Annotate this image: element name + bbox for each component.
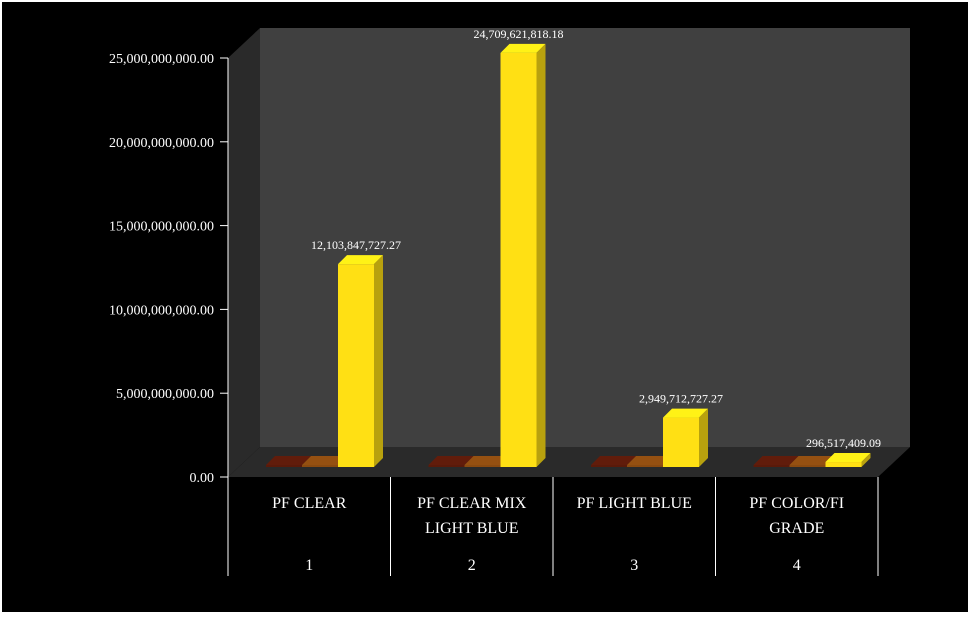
x-category-label: PF CLEAR MIX	[417, 495, 527, 512]
y-tick-label: 0.00	[190, 471, 215, 486]
data-label: 2,949,712,727.27	[639, 392, 723, 406]
bar-side	[374, 255, 383, 467]
bar-top	[428, 456, 474, 465]
x-category-index: 2	[468, 557, 476, 574]
bar-top	[627, 456, 672, 465]
bar	[825, 453, 871, 467]
bar-top	[302, 456, 347, 465]
bar-front	[825, 462, 862, 467]
y-tick-label: 5,000,000,000.00	[116, 387, 214, 402]
data-label: 12,103,847,727.27	[311, 238, 401, 252]
back-wall	[260, 28, 910, 447]
bar-top	[500, 43, 546, 53]
bar-top	[338, 255, 383, 265]
x-category-label: LIGHT BLUE	[425, 520, 518, 537]
y-tick-label: 25,000,000,000.00	[109, 52, 214, 67]
bar-front	[338, 264, 374, 467]
bar-top	[266, 456, 311, 465]
bar	[500, 43, 546, 468]
bar-front	[663, 417, 699, 467]
y-tick-label: 20,000,000,000.00	[109, 136, 214, 151]
bar	[663, 408, 708, 467]
x-category-index: 3	[630, 557, 638, 574]
floor	[228, 447, 910, 477]
bar-front	[266, 465, 302, 467]
bar-front	[789, 465, 826, 467]
bar-top	[663, 408, 708, 418]
x-category-label: PF COLOR/FI	[749, 495, 844, 512]
x-category-label: PF CLEAR	[272, 495, 347, 512]
bar-side	[699, 408, 708, 467]
bar-side	[861, 453, 871, 467]
bar-front	[464, 465, 501, 467]
bar-front	[753, 465, 790, 467]
x-category-label: PF LIGHT BLUE	[577, 495, 692, 512]
bar-front	[591, 465, 627, 467]
bar-top	[753, 456, 799, 465]
bar-front	[428, 465, 465, 467]
bar-top	[591, 456, 636, 465]
bar-front	[302, 465, 338, 467]
bar-top	[464, 456, 510, 465]
y-tick-label: 10,000,000,000.00	[109, 303, 214, 318]
data-label: 296,517,409.09	[806, 436, 881, 450]
bar-top	[825, 453, 871, 463]
bar-front	[500, 52, 537, 468]
x-category-index: 1	[305, 557, 313, 574]
bar	[338, 255, 383, 467]
x-category-label: GRADE	[769, 520, 824, 537]
side-wall	[228, 28, 260, 477]
bar-side	[536, 43, 546, 468]
y-tick-label: 15,000,000,000.00	[109, 220, 214, 235]
x-category-index: 4	[793, 557, 801, 574]
data-label: 24,709,621,818.18	[474, 27, 564, 41]
bar-front	[627, 465, 663, 467]
bar-top	[789, 456, 835, 465]
